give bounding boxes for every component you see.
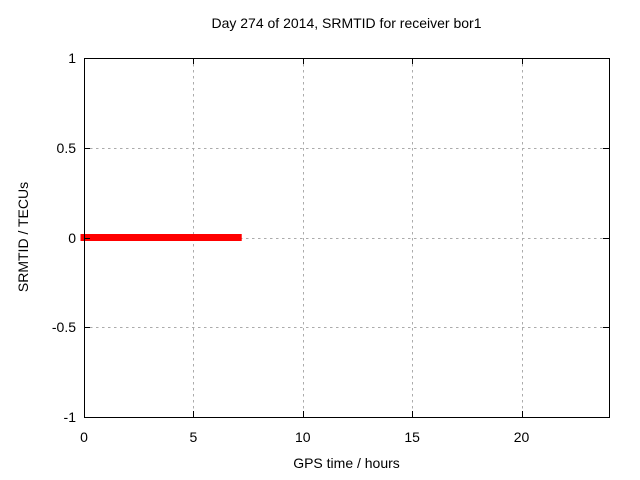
y-tick-label: 0 [68,229,76,246]
x-tick-label: 5 [189,429,198,445]
x-tick-label: 0 [80,429,88,445]
y-tick-label: -1 [63,409,76,425]
y-tick-label: 1 [68,50,76,66]
y-tick-label: 0.5 [56,139,76,156]
x-tick-label: 10 [294,429,311,445]
x-tick-label: 20 [513,429,530,445]
chart-title: Day 274 of 2014, SRMTID for receiver bor… [211,15,482,31]
x-tick-label: 15 [404,429,420,445]
y-tick-label: -0.5 [51,319,76,336]
x-axis-label: GPS time / hours [293,455,400,471]
